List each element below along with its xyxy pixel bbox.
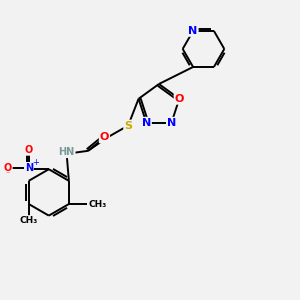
Text: N: N <box>25 163 33 173</box>
Text: O: O <box>4 163 12 173</box>
Text: S: S <box>124 121 132 130</box>
Text: N: N <box>167 118 176 128</box>
Text: O: O <box>175 94 184 104</box>
Text: +: + <box>33 158 40 167</box>
Text: CH₃: CH₃ <box>20 216 38 225</box>
Text: N: N <box>142 118 151 128</box>
Text: O: O <box>25 145 33 155</box>
Text: ⁻: ⁻ <box>6 169 10 178</box>
Text: N: N <box>188 26 198 36</box>
Text: HN: HN <box>58 147 75 157</box>
Text: CH₃: CH₃ <box>88 200 106 208</box>
Text: O: O <box>100 132 109 142</box>
